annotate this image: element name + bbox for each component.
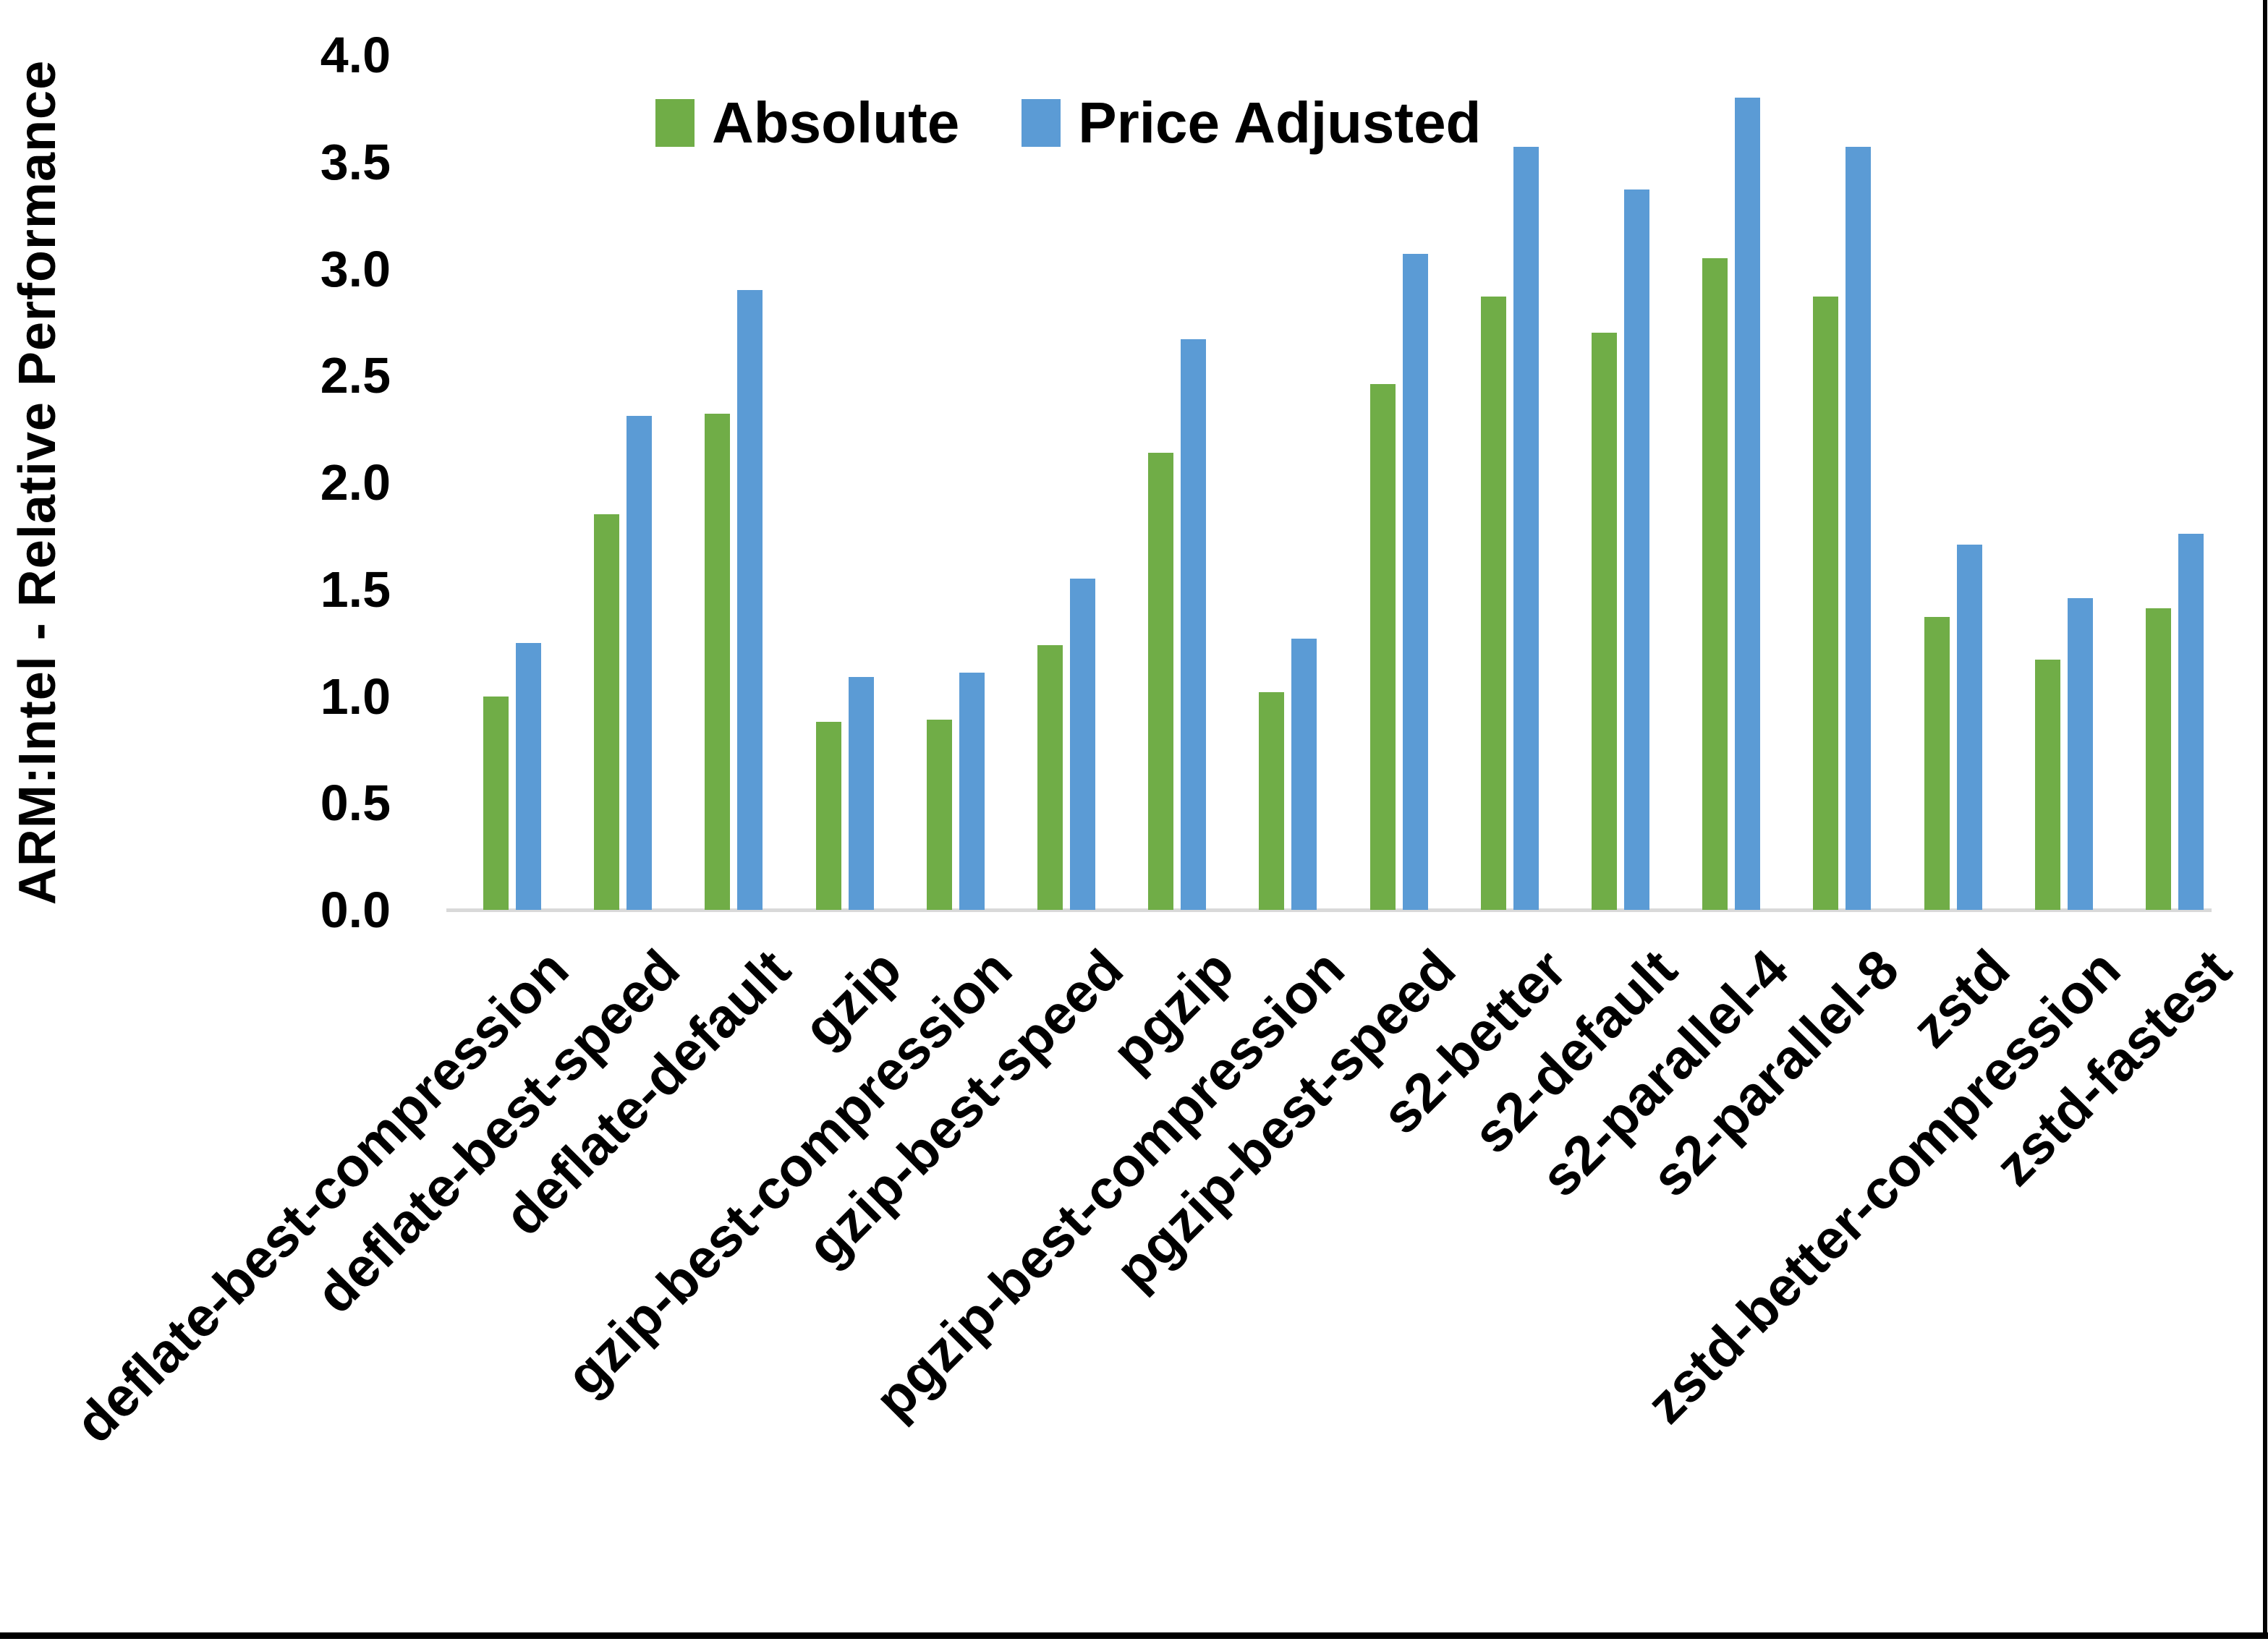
bar-price-adjusted: [1181, 339, 1207, 910]
y-tick-label: 4.0: [320, 27, 391, 83]
legend-item-absolute: Absolute: [655, 93, 959, 153]
bar-price-adjusted: [516, 642, 541, 910]
bar-price-adjusted: [959, 672, 985, 910]
bar-price-adjusted: [627, 416, 653, 910]
legend-label-absolute: Absolute: [712, 90, 960, 155]
y-tick-label: 3.0: [320, 240, 391, 297]
legend-swatch-price-adjusted: [1022, 99, 1061, 147]
bar-absolute: [1813, 296, 1839, 910]
bar-absolute: [1924, 617, 1950, 910]
bar-price-adjusted: [1513, 147, 1539, 910]
legend-swatch-absolute: [655, 99, 695, 147]
bar-absolute: [1259, 691, 1285, 910]
y-tick-label: 3.5: [320, 133, 391, 190]
bar-price-adjusted: [1070, 578, 1095, 910]
y-tick-label: 2.0: [320, 454, 391, 511]
bar-absolute: [815, 721, 841, 910]
bar-absolute: [594, 514, 620, 910]
bar-price-adjusted: [1291, 638, 1317, 910]
y-tick-label: 0.5: [320, 775, 391, 832]
y-tick-label: 2.5: [320, 347, 391, 404]
bar-price-adjusted: [848, 676, 874, 910]
bar-absolute: [2034, 660, 2060, 910]
screenshot-right-border: [2263, 0, 2267, 1639]
legend-item-price-adjusted: Price Adjusted: [1022, 93, 1481, 153]
bar-absolute: [2146, 608, 2171, 910]
bar-absolute: [1037, 644, 1063, 910]
bar-price-adjusted: [1846, 147, 1872, 910]
x-axis-line: [446, 908, 2212, 912]
bar-absolute: [1702, 257, 1728, 910]
bar-absolute: [705, 414, 731, 910]
bar-absolute: [1148, 452, 1174, 910]
bar-absolute: [483, 696, 509, 910]
bar-price-adjusted: [1956, 544, 1982, 910]
bar-absolute: [1480, 296, 1506, 910]
bar-price-adjusted: [2178, 533, 2204, 910]
legend-label-price-adjusted: Price Adjusted: [1078, 90, 1482, 155]
bar-price-adjusted: [2067, 597, 2093, 910]
bar-absolute: [926, 720, 952, 910]
bar-price-adjusted: [737, 290, 763, 910]
bar-price-adjusted: [1624, 189, 1649, 910]
bar-absolute: [1592, 333, 1617, 910]
y-tick-label: 0.0: [320, 882, 391, 938]
bar-price-adjusted: [1402, 253, 1428, 910]
bar-price-adjusted: [1735, 98, 1761, 910]
bar-absolute: [1369, 384, 1396, 910]
y-tick-label: 1.5: [320, 561, 391, 618]
legend: Absolute Price Adjusted: [655, 93, 1481, 153]
screenshot-bottom-border: [0, 1632, 2268, 1639]
y-tick-label: 1.0: [320, 668, 391, 725]
